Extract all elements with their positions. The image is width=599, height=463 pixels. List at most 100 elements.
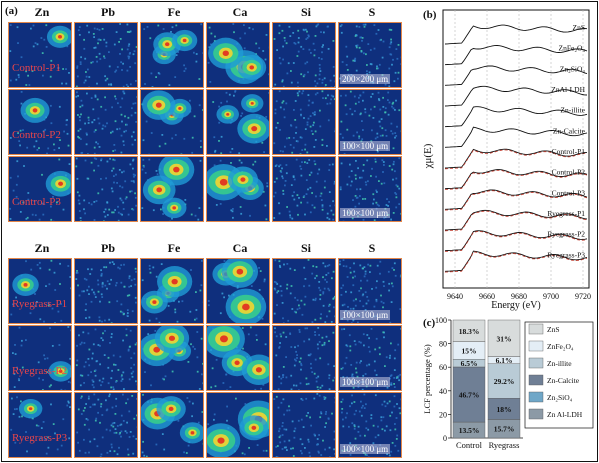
top-map-tile <box>272 22 336 88</box>
panel-b-spectrum-line <box>444 126 588 148</box>
panel-b-xlabel: Energy (eV) <box>491 300 541 311</box>
bottom-map-tile <box>8 258 72 324</box>
panel-b-spectrum-line <box>444 65 588 86</box>
panel-b-xtick: 9660 <box>479 292 495 301</box>
top-sample-label: Control-P3 <box>12 196 61 208</box>
panel-b-spectrum-label: Control-P3 <box>552 188 586 197</box>
bottom-map-tile <box>206 392 270 458</box>
xanes-spectra-plot: (b) χμ(E) Energy (eV) 9640 9660 9680 9700 9720 Z… <box>422 9 591 311</box>
top-map-tile <box>140 156 204 222</box>
panel-c-ytick: 60 <box>439 363 447 372</box>
panel-c-ytick: 100 <box>435 316 447 325</box>
panel-c-data-label: 15.7% <box>494 425 515 434</box>
top-map-tile <box>140 22 204 88</box>
panel-b-spectrum-label: Zn-Calcite <box>553 126 586 135</box>
top-element-header: Si <box>300 5 311 19</box>
panel-b-spectrum-label: Control-P2 <box>552 168 586 177</box>
bottom-element-header: S <box>368 241 376 255</box>
panel-c-label: (c) <box>423 317 436 329</box>
panel-b-spectrum-label: Ryegrass-P1 <box>547 209 585 218</box>
panel-c-category-label: Ryegrass <box>489 440 520 450</box>
panel-c-legend-swatch <box>528 374 544 386</box>
panel-b-fit-line <box>444 251 588 273</box>
top-map-tile <box>206 89 270 155</box>
panel-b-label: (b) <box>423 9 437 21</box>
panel-c-legend-swatch <box>528 391 544 403</box>
panel-c-ytick: 80 <box>439 340 447 349</box>
panel-c-data-label: 15% <box>462 346 477 355</box>
top-map-tile <box>8 89 72 155</box>
panel-b-ylabel: χμ(E) <box>422 143 434 169</box>
bottom-scale-bar-label: 100×100 μm <box>340 377 391 387</box>
top-map-tile <box>74 89 138 155</box>
bottom-sample-label: Ryegrass-P2 <box>12 365 68 377</box>
panel-b-xtick: 9720 <box>575 292 591 301</box>
bottom-map-tile <box>140 258 204 324</box>
panel-b-spectrum-line <box>444 209 588 231</box>
panel-b-xtick: 9700 <box>543 292 559 301</box>
panel-a-label: (a) <box>5 5 18 17</box>
panel-c-legend-label: Zn-Calcite <box>547 376 580 385</box>
panel-c-category-label: Control <box>456 440 483 450</box>
bottom-sample-label: Ryegrass-P3 <box>12 432 68 444</box>
panel-c-bar-segment <box>452 319 486 342</box>
top-sample-label: Control-P1 <box>12 62 61 74</box>
panel-c-data-label: 6.5% <box>461 359 478 368</box>
bottom-element-header: Pb <box>100 241 115 255</box>
panel-b-spectrum-line <box>444 189 588 210</box>
panel-b-xtick: 9680 <box>511 292 527 301</box>
panel-c-legend-label: Zn₂SiO₄ <box>547 393 573 402</box>
bottom-map-tile <box>8 392 72 458</box>
bottom-map-tile <box>74 325 138 391</box>
panel-b-fit-line <box>444 170 588 190</box>
top-element-header: Ca <box>232 5 248 19</box>
panel-c-data-label: 18.3% <box>459 327 480 336</box>
panel-c-legend-swatch <box>528 340 544 352</box>
panel-b-spectrum-label: ZnAl-LDH <box>551 85 585 94</box>
lcf-stacked-bar-chart: (c) LCF percentage (%) 0 20 40 60 80 100 13.5% 46… <box>422 316 594 450</box>
top-map-tile <box>8 22 72 88</box>
panel-b-spectrum-line <box>444 230 588 252</box>
panel-b-spectrum-label: ZnFe₂O₄ <box>559 44 586 53</box>
bottom-map-tile <box>206 325 270 391</box>
panel-c-legend-label: Zn-illite <box>547 359 572 368</box>
panel-b-spectrum-label: Ryegrass-P3 <box>547 250 585 259</box>
bottom-map-tile <box>74 392 138 458</box>
panel-b-spectrum-label: ZnS <box>572 23 585 32</box>
bottom-element-header: Fe <box>167 241 181 255</box>
panel-b-spectrum-line <box>444 148 587 169</box>
panel-c-data-label: 6.1% <box>496 356 513 365</box>
panel-c-data-label: 18% <box>497 405 512 414</box>
top-scale-bar-label: 200×200 μm <box>340 74 391 84</box>
panel-b-spectrum-label: Control-P1 <box>552 147 586 156</box>
panel-c-legend-swatch <box>528 323 544 335</box>
top-map-tile <box>74 22 138 88</box>
panel-c-legend-label: ZnS <box>547 325 560 334</box>
panel-c-ytick: 0 <box>443 434 447 443</box>
panel-c-bar-segment <box>452 366 486 423</box>
bottom-map-tile <box>140 392 204 458</box>
panel-b-spectrum-line <box>444 250 588 272</box>
top-sample-label: Control-P2 <box>12 129 61 141</box>
panel-b-spectrum-line <box>444 169 588 190</box>
bottom-map-tile <box>206 258 270 324</box>
bottom-element-header: Si <box>300 241 311 255</box>
bottom-sample-label: Ryegrass-P1 <box>12 298 68 310</box>
panel-c-ytick: 20 <box>439 410 447 419</box>
panel-c-ytick: 40 <box>439 387 447 396</box>
panel-b-spectrum-line <box>444 106 588 128</box>
panel-b-spectrum-line <box>444 85 588 107</box>
bottom-element-header: Zn <box>34 241 50 255</box>
top-map-tile <box>272 89 336 155</box>
panel-b-spectrum-label: Zn-illite <box>560 106 585 115</box>
top-element-header: S <box>368 5 376 19</box>
bottom-map-tile <box>272 325 336 391</box>
panel-c-data-label: 13.5% <box>459 426 480 435</box>
top-map-tile <box>206 156 270 222</box>
panel-b-fit-line <box>444 231 588 252</box>
panel-c-legend-label: ZnFe₂O₄ <box>547 342 574 351</box>
top-element-header: Zn <box>34 5 50 19</box>
top-map-tile <box>140 89 204 155</box>
bottom-map-tile <box>8 325 72 391</box>
